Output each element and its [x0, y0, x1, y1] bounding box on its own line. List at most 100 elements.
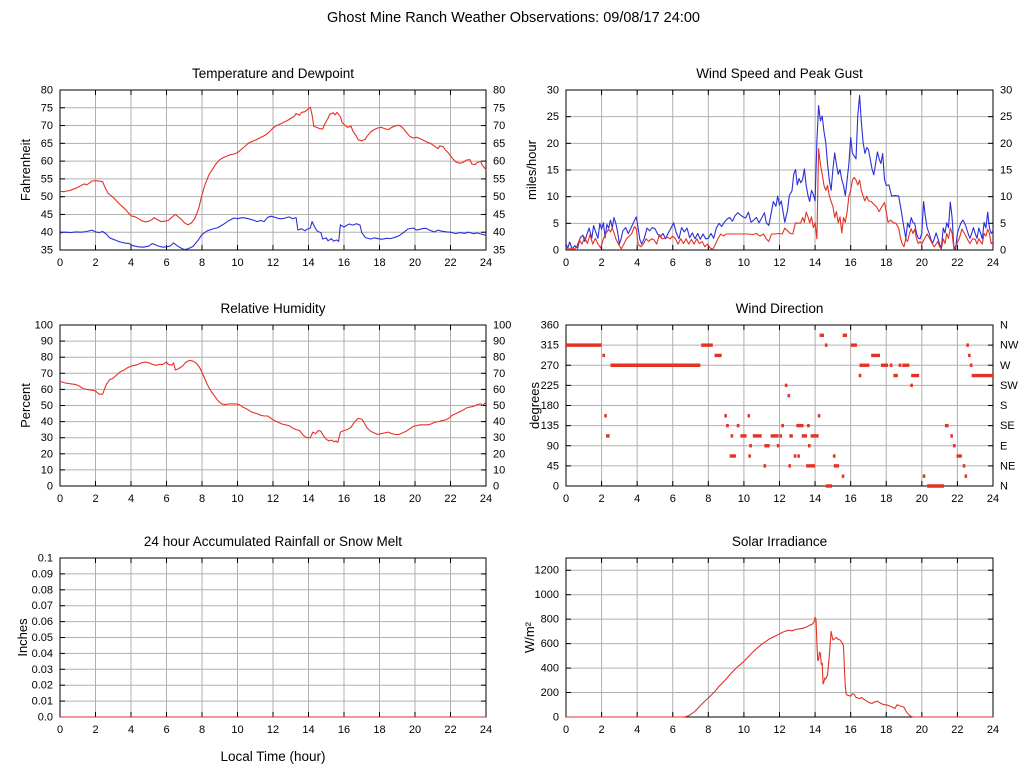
y-tick-label-right: SE — [1000, 420, 1015, 432]
y-tick-label-right: 10 — [493, 464, 505, 476]
y-tick-label: 0.05 — [32, 632, 53, 644]
series-wind-speed-line — [565, 148, 994, 251]
y-tick-label-right: NW — [1000, 340, 1019, 352]
y-tick-label: 90 — [547, 440, 559, 452]
y-tick-label: 30 — [41, 432, 53, 444]
x-tick-label: 10 — [231, 724, 243, 736]
y-axis-label: Percent — [18, 383, 33, 428]
y-tick-label: 45 — [41, 209, 53, 221]
series-dewpoint-line — [59, 215, 487, 251]
y-tick-label: 65 — [41, 138, 53, 150]
x-tick-label: 2 — [92, 724, 98, 736]
x-tick-label: 6 — [670, 493, 676, 505]
y-tick-label-right: 5 — [1000, 218, 1006, 230]
y-axis-label: Fahrenheit — [18, 139, 33, 202]
y-tick-label-right: 90 — [493, 336, 505, 348]
y-tick-label-right: 50 — [493, 400, 505, 412]
y-tick-label: 15 — [547, 165, 559, 177]
x-tick-label: 4 — [634, 257, 640, 269]
x-tick-label: 24 — [480, 493, 492, 505]
x-axis-label: Local Time (hour) — [220, 749, 325, 764]
y-tick-label: 0.03 — [32, 664, 53, 676]
page-title: Ghost Mine Ranch Weather Observations: 0… — [327, 10, 700, 26]
y-tick-label-right: S — [1000, 400, 1007, 412]
x-tick-label: 14 — [302, 724, 314, 736]
x-tick-label: 24 — [987, 493, 999, 505]
y-tick-label-right: N — [1000, 320, 1008, 332]
y-tick-label: 0.07 — [32, 600, 53, 612]
x-tick-label: 10 — [738, 493, 750, 505]
y-tick-label: 80 — [41, 352, 53, 364]
y-tick-label: 0.01 — [32, 696, 53, 708]
x-tick-label: 6 — [163, 257, 169, 269]
y-tick-label: 80 — [41, 85, 53, 97]
x-tick-label: 18 — [880, 724, 892, 736]
y-tick-label: 200 — [541, 687, 559, 699]
x-tick-label: 20 — [409, 493, 421, 505]
chart-title: Relative Humidity — [220, 301, 325, 316]
y-tick-label: 0.1 — [38, 553, 53, 565]
x-tick-label: 14 — [809, 724, 821, 736]
y-tick-label-right: W — [1000, 360, 1011, 372]
y-tick-label: 35 — [41, 245, 53, 257]
y-tick-label-right: 40 — [493, 227, 505, 239]
x-tick-label: 20 — [409, 257, 421, 269]
y-axis-label: W/m² — [522, 621, 537, 653]
x-tick-label: 12 — [267, 724, 279, 736]
y-tick-label-right: 20 — [493, 448, 505, 460]
chart-title: Wind Direction — [736, 301, 824, 316]
x-tick-label: 18 — [880, 257, 892, 269]
x-tick-label: 24 — [480, 724, 492, 736]
y-tick-label-right: 80 — [493, 352, 505, 364]
y-tick-label: 50 — [41, 191, 53, 203]
chart-title: 24 hour Accumulated Rainfall or Snow Mel… — [144, 534, 402, 549]
y-axis-label: Inches — [15, 618, 30, 657]
x-tick-label: 12 — [773, 493, 785, 505]
x-tick-label: 18 — [373, 724, 385, 736]
y-tick-label: 0.0 — [38, 712, 53, 724]
x-tick-label: 0 — [57, 493, 63, 505]
x-tick-label: 14 — [809, 493, 821, 505]
x-tick-label: 20 — [409, 724, 421, 736]
x-tick-label: 20 — [916, 493, 928, 505]
x-tick-label: 2 — [599, 724, 605, 736]
x-tick-label: 18 — [880, 493, 892, 505]
y-tick-label-right: 65 — [493, 138, 505, 150]
y-tick-label-right: 20 — [1000, 138, 1012, 150]
x-tick-label: 0 — [57, 257, 63, 269]
x-tick-label: 2 — [599, 493, 605, 505]
x-tick-label: 0 — [57, 724, 63, 736]
x-tick-label: 2 — [92, 257, 98, 269]
x-tick-label: 16 — [845, 724, 857, 736]
y-tick-label: 600 — [541, 638, 559, 650]
y-tick-label: 135 — [541, 420, 559, 432]
y-tick-label-right: 100 — [493, 320, 511, 332]
y-tick-label: 45 — [547, 460, 559, 472]
x-tick-label: 0 — [563, 724, 569, 736]
x-tick-label: 18 — [373, 257, 385, 269]
x-tick-label: 8 — [199, 493, 205, 505]
x-tick-label: 24 — [987, 724, 999, 736]
y-tick-label: 225 — [541, 380, 559, 392]
x-tick-label: 6 — [163, 493, 169, 505]
series-solar-line — [566, 616, 993, 718]
series-temperature-line — [59, 106, 487, 226]
y-tick-label: 0 — [553, 481, 559, 493]
y-tick-label: 800 — [541, 614, 559, 626]
x-tick-label: 22 — [951, 724, 963, 736]
y-tick-label: 400 — [541, 663, 559, 675]
y-tick-label: 50 — [41, 400, 53, 412]
y-tick-label: 0.09 — [32, 568, 53, 580]
y-tick-label: 40 — [41, 416, 53, 428]
x-tick-label: 12 — [267, 493, 279, 505]
y-tick-label: 25 — [547, 111, 559, 123]
x-tick-label: 10 — [231, 257, 243, 269]
x-tick-label: 10 — [738, 724, 750, 736]
y-tick-label: 0.02 — [32, 680, 53, 692]
x-tick-label: 12 — [267, 257, 279, 269]
y-tick-label: 60 — [41, 384, 53, 396]
chart-solar-irradiance: 0 2 4 6 8 10 12 14 16 18 20 22 240200400600800100012… — [522, 534, 999, 736]
y-axis-label: degrees — [527, 382, 542, 429]
